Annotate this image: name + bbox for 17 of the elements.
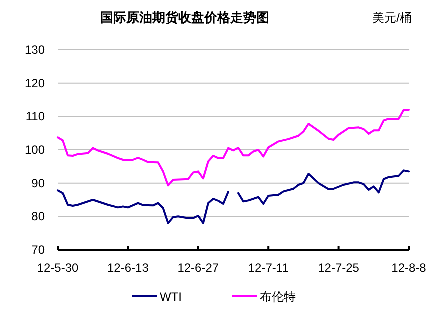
ytick: 90 (32, 176, 45, 190)
ytick: 80 (32, 210, 45, 224)
ytick: 120 (24, 76, 45, 90)
xtick: 12-6-27 (178, 261, 220, 275)
ytick: 110 (26, 110, 45, 124)
ytick: 70 (32, 243, 45, 257)
ytick: 100 (24, 143, 45, 157)
legend-label: WTI (160, 290, 182, 304)
annotation: 美元/桶 (372, 11, 412, 25)
xtick: 12-6-13 (108, 261, 149, 275)
title: 国际原油期货收盘价格走势图 (100, 10, 270, 25)
legend-label: 布伦特 (260, 290, 296, 304)
xtick: 12-5-30 (37, 261, 79, 275)
xtick: 12-8-8 (392, 261, 426, 275)
ytick: 130 (24, 43, 45, 57)
xtick: 12-7-25 (318, 261, 360, 275)
xtick: 12-7-11 (248, 261, 289, 275)
